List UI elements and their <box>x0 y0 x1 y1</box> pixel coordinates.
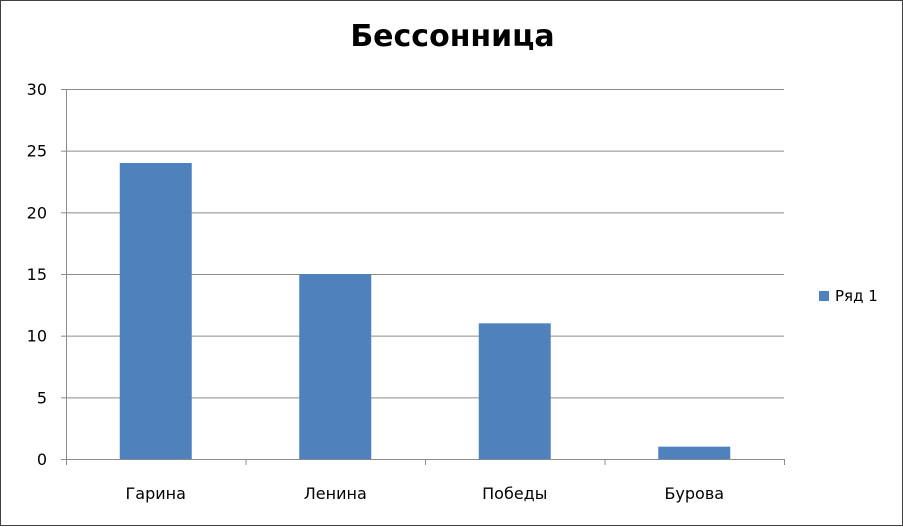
y-tick-label: 25 <box>27 142 47 161</box>
axes <box>61 89 785 465</box>
chart-title: Бессонница <box>350 19 555 54</box>
bar-4 <box>658 446 731 459</box>
bars <box>119 163 731 459</box>
x-tick-label: Ленина <box>304 484 367 503</box>
y-tick-label: 15 <box>27 265 47 284</box>
bar-1 <box>119 163 192 459</box>
y-tick-label: 20 <box>27 203 47 222</box>
y-tick-label: 30 <box>27 80 47 99</box>
legend-swatch <box>819 291 829 301</box>
bar-2 <box>299 274 372 459</box>
bar-3 <box>478 323 551 459</box>
x-tick-labels: Гарина Ленина Победы Бурова <box>126 484 725 503</box>
y-tick-label: 10 <box>27 327 47 346</box>
x-tick-label: Победы <box>482 484 547 503</box>
y-tick-labels: 0 5 10 15 20 25 30 <box>27 80 47 469</box>
legend-label: Ряд 1 <box>835 287 878 305</box>
x-tick-label: Гарина <box>126 484 186 503</box>
y-tick-label: 5 <box>37 388 47 407</box>
x-tick-label: Бурова <box>664 484 724 503</box>
y-tick-label: 0 <box>37 450 47 469</box>
legend: Ряд 1 <box>819 287 878 305</box>
